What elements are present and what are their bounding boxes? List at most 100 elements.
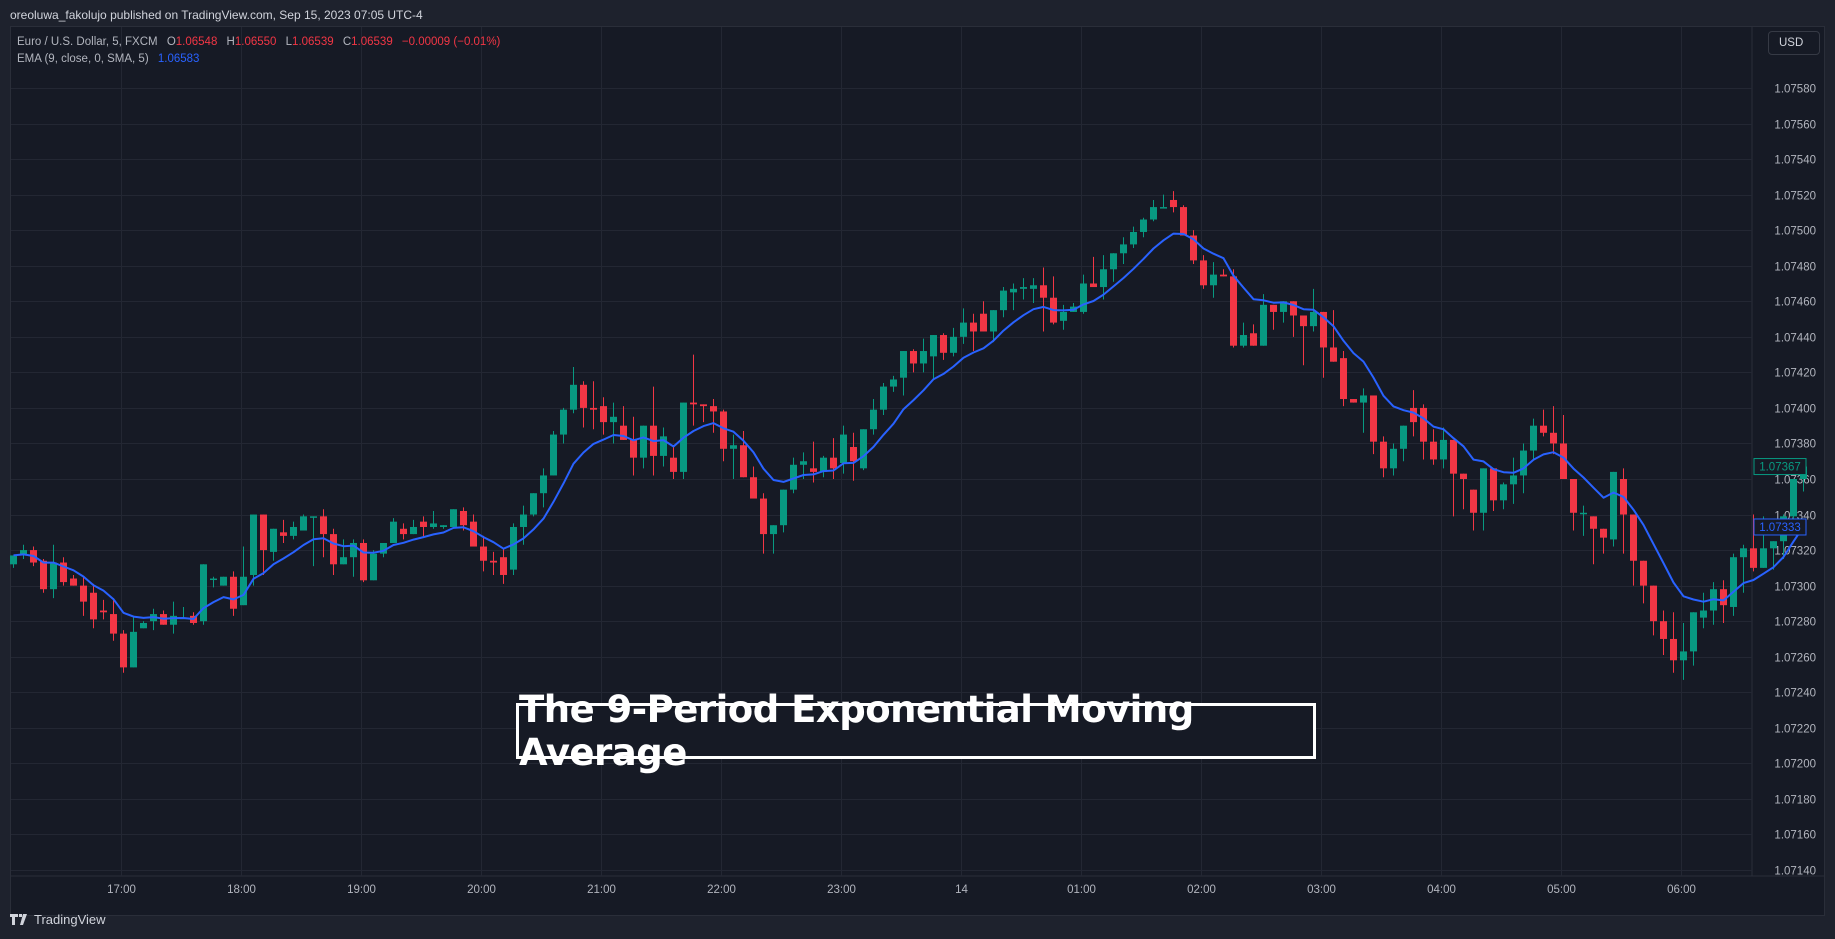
candle-body[interactable] — [130, 631, 137, 668]
candle-body[interactable] — [620, 425, 627, 440]
candle-body[interactable] — [1240, 335, 1247, 346]
candle-body[interactable] — [10, 555, 17, 565]
candle-body[interactable] — [350, 542, 357, 558]
candle-body[interactable] — [510, 526, 517, 570]
candle-body[interactable] — [810, 468, 817, 472]
candle-body[interactable] — [460, 510, 467, 526]
candle-body[interactable] — [450, 509, 457, 527]
candle-body[interactable] — [440, 525, 447, 527]
candle-body[interactable] — [1460, 473, 1467, 479]
candle-body[interactable] — [1490, 468, 1497, 501]
candle-body[interactable] — [470, 521, 477, 547]
candle-body[interactable] — [1390, 448, 1397, 469]
candle-body[interactable] — [570, 384, 577, 410]
candle-body[interactable] — [1590, 516, 1597, 529]
candle-body[interactable] — [900, 351, 907, 378]
candle-body[interactable] — [270, 528, 277, 552]
candle-body[interactable] — [1130, 231, 1137, 245]
candle-body[interactable] — [170, 615, 177, 625]
candle-body[interactable] — [610, 416, 617, 423]
candle-body[interactable] — [840, 434, 847, 464]
candle-body[interactable] — [1730, 557, 1737, 607]
candle-body[interactable] — [1720, 589, 1727, 606]
candle-body[interactable] — [1790, 478, 1797, 517]
candle-body[interactable] — [1690, 612, 1697, 652]
candle-body[interactable] — [480, 546, 487, 561]
candle-body[interactable] — [1450, 439, 1457, 474]
candle-body[interactable] — [1140, 219, 1147, 232]
candle-body[interactable] — [410, 526, 417, 535]
candle-body[interactable] — [1510, 475, 1517, 485]
candle-body[interactable] — [1520, 450, 1527, 476]
candle-body[interactable] — [20, 550, 27, 556]
candle-body[interactable] — [310, 516, 317, 518]
candle-body[interactable] — [990, 310, 997, 332]
candle-body[interactable] — [950, 336, 957, 353]
candle-body[interactable] — [1230, 276, 1237, 346]
currency-button[interactable]: USD — [1768, 31, 1820, 55]
candle-body[interactable] — [1350, 399, 1357, 403]
candle-body[interactable] — [390, 521, 397, 543]
candle-body[interactable] — [560, 409, 567, 435]
candle-body[interactable] — [1770, 541, 1777, 549]
candle-body[interactable] — [340, 557, 347, 565]
candle-body[interactable] — [530, 493, 537, 515]
candle-body[interactable] — [60, 562, 67, 583]
candle-body[interactable] — [290, 526, 297, 536]
candle-body[interactable] — [1680, 651, 1687, 661]
candle-body[interactable] — [1330, 347, 1337, 362]
candle-body[interactable] — [820, 457, 827, 472]
candle-body[interactable] — [670, 457, 677, 472]
candle-body[interactable] — [630, 439, 637, 458]
candle-body[interactable] — [690, 402, 697, 405]
candle-body[interactable] — [940, 335, 947, 353]
candle-body[interactable] — [880, 386, 887, 410]
candle-body[interactable] — [1220, 274, 1227, 277]
candle-body[interactable] — [520, 514, 527, 527]
candle-body[interactable] — [1420, 407, 1427, 442]
candle-body[interactable] — [1610, 471, 1617, 540]
candle-body[interactable] — [600, 406, 607, 423]
candle-body[interactable] — [70, 578, 77, 586]
candle-body[interactable] — [1410, 407, 1417, 423]
candle-body[interactable] — [230, 576, 237, 609]
candle-body[interactable] — [500, 557, 507, 575]
candle-body[interactable] — [660, 436, 667, 456]
candle-body[interactable] — [1380, 441, 1387, 469]
candle-body[interactable] — [1340, 358, 1347, 400]
candle-body[interactable] — [1650, 585, 1657, 622]
candle-body[interactable] — [1170, 199, 1177, 208]
candle-body[interactable] — [1120, 244, 1127, 254]
candle-body[interactable] — [210, 578, 217, 581]
candle-body[interactable] — [380, 542, 387, 554]
candle-body[interactable] — [1290, 301, 1297, 316]
candle-body[interactable] — [980, 313, 987, 332]
candle-body[interactable] — [1570, 478, 1577, 513]
candle-body[interactable] — [220, 576, 227, 586]
candle-body[interactable] — [120, 633, 127, 668]
candle-body[interactable] — [1040, 285, 1047, 298]
candle-body[interactable] — [780, 489, 787, 526]
candle-body[interactable] — [1630, 514, 1637, 561]
candle-body[interactable] — [1100, 269, 1107, 288]
tradingview-brand[interactable]: TradingView — [10, 912, 106, 927]
candle-body[interactable] — [970, 322, 977, 332]
candle-body[interactable] — [920, 351, 927, 364]
candle-body[interactable] — [830, 457, 837, 469]
candle-body[interactable] — [100, 610, 107, 613]
candle-body[interactable] — [800, 461, 807, 465]
candle-body[interactable] — [1550, 432, 1557, 444]
candle-body[interactable] — [200, 564, 207, 622]
candle-body[interactable] — [320, 516, 327, 535]
candle-body[interactable] — [1480, 468, 1487, 513]
candle-body[interactable] — [1440, 439, 1447, 460]
candle-body[interactable] — [1500, 484, 1507, 501]
candle-body[interactable] — [250, 514, 257, 575]
candle-body[interactable] — [1470, 489, 1477, 513]
candle-body[interactable] — [330, 534, 337, 565]
candle-body[interactable] — [960, 322, 967, 337]
candle-body[interactable] — [80, 585, 87, 602]
symbol-legend-row[interactable]: Euro / U.S. Dollar, 5, FXCM O1.06548 H1.… — [17, 34, 500, 51]
candle-body[interactable] — [1530, 425, 1537, 451]
